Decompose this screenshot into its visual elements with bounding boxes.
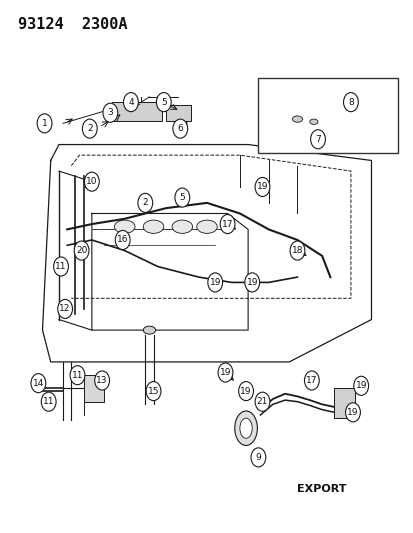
Circle shape [123,93,138,112]
Text: 15: 15 [147,386,159,395]
Text: 19: 19 [240,386,251,395]
Circle shape [290,241,304,260]
Circle shape [57,300,72,318]
Circle shape [138,193,152,213]
Circle shape [74,241,89,260]
Text: 13: 13 [96,376,108,385]
Text: 14: 14 [33,378,44,387]
Text: 17: 17 [221,220,233,229]
Circle shape [31,374,46,393]
Text: 19: 19 [256,182,268,191]
Text: 12: 12 [59,304,71,313]
Circle shape [343,93,358,112]
Circle shape [175,188,189,207]
FancyBboxPatch shape [334,389,354,418]
Circle shape [353,376,368,395]
Circle shape [345,403,359,422]
Ellipse shape [172,220,192,233]
Circle shape [82,119,97,138]
Text: 19: 19 [219,368,231,377]
Text: 2: 2 [87,124,93,133]
Circle shape [304,371,318,390]
Circle shape [54,257,68,276]
Circle shape [115,230,130,249]
Circle shape [310,130,325,149]
Text: 16: 16 [116,236,128,245]
Text: 9: 9 [255,453,261,462]
Text: 93124  2300A: 93124 2300A [18,17,127,33]
Text: 11: 11 [43,397,54,406]
Text: 11: 11 [71,370,83,379]
Ellipse shape [234,411,257,446]
Text: 6: 6 [177,124,183,133]
Text: 19: 19 [209,278,221,287]
Circle shape [95,371,109,390]
FancyBboxPatch shape [83,375,104,402]
Text: 4: 4 [128,98,133,107]
Circle shape [70,366,85,385]
Text: 8: 8 [347,98,353,107]
Text: 19: 19 [355,381,366,390]
Circle shape [207,273,222,292]
Circle shape [250,448,265,467]
Circle shape [173,119,187,138]
Circle shape [103,103,117,122]
Text: 5: 5 [179,193,185,202]
Circle shape [220,215,235,233]
Circle shape [156,93,171,112]
Circle shape [37,114,52,133]
Ellipse shape [196,220,217,233]
Text: 21: 21 [256,397,268,406]
Text: 18: 18 [291,246,302,255]
Ellipse shape [143,220,164,233]
Circle shape [254,177,269,197]
Text: EXPORT: EXPORT [297,484,346,495]
FancyBboxPatch shape [166,105,190,120]
Text: 19: 19 [246,278,257,287]
Circle shape [238,382,253,401]
Text: 1: 1 [42,119,47,128]
Text: 10: 10 [86,177,97,186]
Circle shape [218,363,233,382]
FancyBboxPatch shape [112,102,161,120]
Circle shape [84,172,99,191]
Text: 19: 19 [347,408,358,417]
Ellipse shape [143,326,155,334]
Ellipse shape [114,220,135,233]
Text: 20: 20 [76,246,87,255]
Text: 7: 7 [314,135,320,144]
Text: 17: 17 [305,376,317,385]
Circle shape [41,392,56,411]
Circle shape [254,392,269,411]
FancyBboxPatch shape [258,78,397,152]
Text: 11: 11 [55,262,66,271]
Circle shape [146,382,161,401]
Text: 2: 2 [142,198,148,207]
Ellipse shape [309,119,317,124]
Ellipse shape [292,116,302,122]
Text: 3: 3 [107,108,113,117]
Circle shape [244,273,259,292]
Ellipse shape [239,418,252,438]
Text: 5: 5 [161,98,166,107]
